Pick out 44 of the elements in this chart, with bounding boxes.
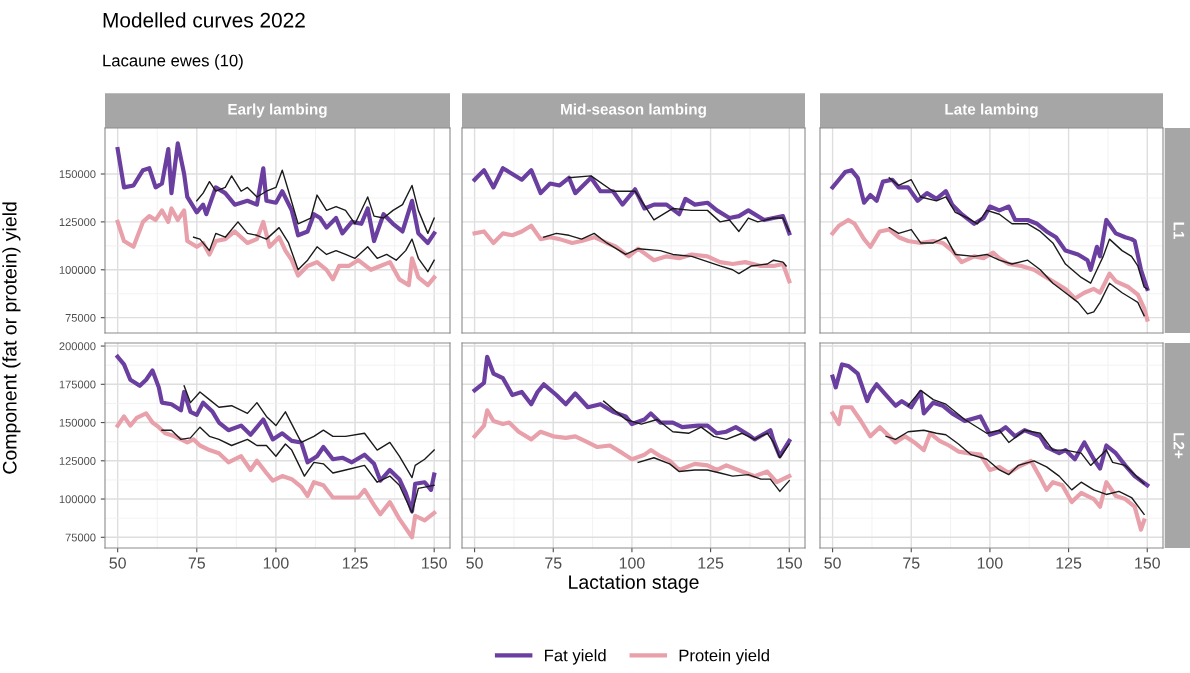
x-tick-label: 100 bbox=[619, 557, 645, 569]
y-tick-label: 125000 bbox=[59, 457, 96, 465]
x-tick-label: 150 bbox=[422, 557, 447, 569]
chart-title: Mid-season lambing bbox=[561, 103, 706, 118]
y-tick-label: 75000 bbox=[65, 313, 96, 322]
legend-label: Fat yield bbox=[545, 649, 606, 665]
x-tick-label: 150 bbox=[777, 557, 802, 569]
text: L2+ bbox=[1173, 433, 1185, 459]
x-tick-label: 100 bbox=[977, 557, 1003, 569]
text: Lacaune ewes (10) bbox=[103, 54, 243, 70]
y-tick-label: 75000 bbox=[65, 533, 96, 542]
line-series bbox=[161, 426, 435, 514]
text: L1 bbox=[1173, 222, 1185, 239]
x-tick-label: 75 bbox=[188, 557, 205, 569]
line-series bbox=[115, 206, 437, 288]
line-series bbox=[115, 411, 437, 540]
text: Modelled curves 2022 bbox=[103, 12, 305, 28]
y-tick-label: 100000 bbox=[59, 266, 96, 274]
x-tick-label: 125 bbox=[698, 557, 724, 569]
x-tick-label: 50 bbox=[109, 557, 126, 569]
line-series bbox=[115, 354, 437, 514]
line-series bbox=[192, 221, 435, 273]
x-tick-label: 100 bbox=[263, 557, 289, 569]
x-tick-label: 125 bbox=[342, 557, 368, 569]
y-tick-label: 125000 bbox=[59, 218, 96, 227]
line-series bbox=[196, 169, 435, 235]
x-axis-title: Lactation stage bbox=[569, 574, 699, 593]
y-axis-title: Component (fat or protein) yield bbox=[2, 202, 21, 474]
y-tick-label: 175000 bbox=[59, 380, 96, 389]
x-tick-label: 150 bbox=[1135, 557, 1160, 569]
y-tick-label: 200000 bbox=[59, 342, 96, 351]
y-tick-label: 100000 bbox=[59, 495, 96, 504]
chart-title: Late lambing bbox=[945, 103, 1038, 118]
y-tick-label: 150000 bbox=[59, 170, 96, 179]
x-tick-label: 50 bbox=[824, 557, 841, 569]
legend-label: Protein yield bbox=[679, 649, 769, 665]
y-tick-label: 150000 bbox=[59, 418, 96, 427]
x-tick-label: 125 bbox=[1056, 557, 1082, 569]
chart-title: Early lambing bbox=[228, 103, 327, 118]
x-tick-label: 75 bbox=[545, 557, 562, 569]
x-tick-label: 50 bbox=[466, 557, 483, 569]
line-series bbox=[183, 385, 435, 479]
line-series bbox=[115, 141, 437, 246]
x-tick-label: 75 bbox=[903, 557, 920, 569]
